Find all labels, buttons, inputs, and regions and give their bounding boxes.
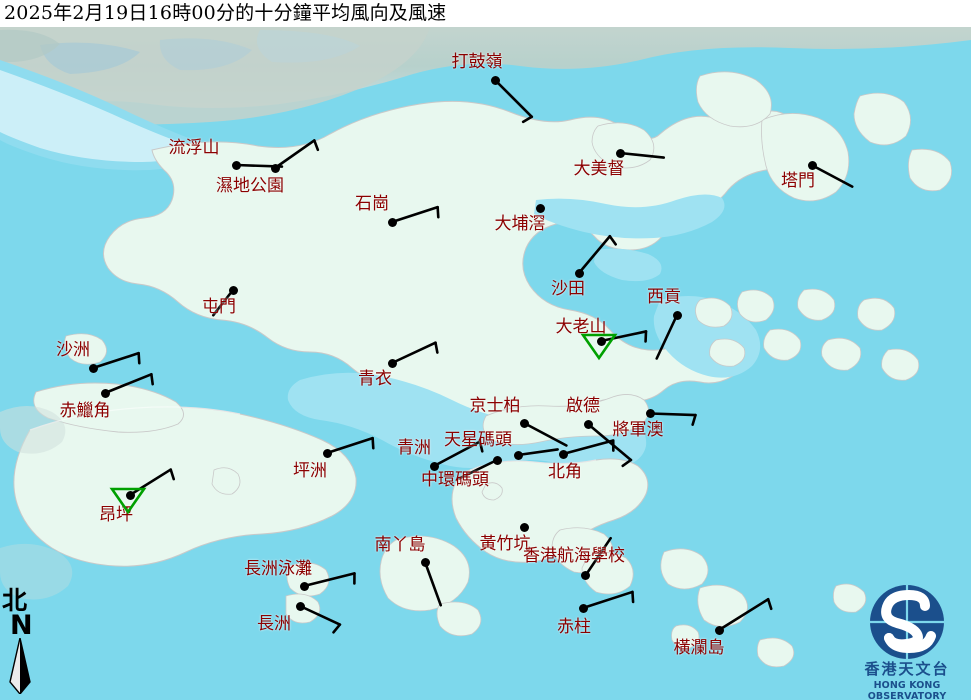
station-label: 石崗 bbox=[355, 194, 389, 214]
station-marker-dot[interactable] bbox=[578, 603, 588, 613]
station-marker-dot[interactable] bbox=[270, 163, 280, 173]
station-label: 打鼓嶺 bbox=[451, 52, 503, 72]
station-label: 京士柏 bbox=[469, 396, 521, 416]
station-label: 大美督 bbox=[573, 159, 625, 179]
station-marker-dot[interactable] bbox=[672, 310, 682, 320]
station-label: 沙田 bbox=[551, 279, 585, 299]
station-marker-dot[interactable] bbox=[596, 336, 606, 346]
small-islands bbox=[64, 333, 867, 668]
station-label: 昂坪 bbox=[99, 505, 133, 525]
station-marker-dot[interactable] bbox=[807, 160, 817, 170]
station-label: 沙洲 bbox=[56, 340, 90, 360]
station-label: 濕地公園 bbox=[216, 176, 284, 196]
station-marker-dot[interactable] bbox=[714, 625, 724, 635]
station-label: 大埔滘 bbox=[494, 214, 546, 234]
station-marker-dot[interactable] bbox=[322, 448, 332, 458]
hko-english-name: HONG KONG OBSERVATORY bbox=[867, 680, 947, 700]
station-marker-dot[interactable] bbox=[558, 449, 568, 459]
station-label: 將軍澳 bbox=[612, 420, 664, 440]
station-marker-dot[interactable] bbox=[535, 203, 545, 213]
station-label: 啟德 bbox=[566, 396, 600, 416]
station-label: 西貢 bbox=[647, 287, 681, 307]
station-label: 赤柱 bbox=[557, 617, 591, 637]
hko-logo: 香港天文台 HONG KONG OBSERVATORY bbox=[843, 584, 971, 700]
station-marker-dot[interactable] bbox=[519, 522, 529, 532]
station-marker-dot[interactable] bbox=[492, 455, 502, 465]
compass-rose: 北 N bbox=[2, 588, 62, 696]
station-marker-dot[interactable] bbox=[615, 148, 625, 158]
station-label: 北角 bbox=[548, 462, 582, 482]
station-marker-dot[interactable] bbox=[580, 570, 590, 580]
station-label: 塔門 bbox=[781, 171, 815, 191]
station-marker-dot[interactable] bbox=[387, 358, 397, 368]
station-marker-dot[interactable] bbox=[295, 601, 305, 611]
station-marker-dot[interactable] bbox=[125, 490, 135, 500]
sai-kung-islands bbox=[695, 288, 920, 381]
station-label: 赤鱲角 bbox=[59, 401, 111, 421]
station-marker-dot[interactable] bbox=[513, 450, 523, 460]
compass-chinese-label: 北 bbox=[2, 586, 28, 615]
station-marker-dot[interactable] bbox=[645, 408, 655, 418]
page-title: 2025年2月19日16時00分的十分鐘平均風向及風速 bbox=[4, 2, 447, 24]
station-marker-dot[interactable] bbox=[387, 217, 397, 227]
station-marker-dot[interactable] bbox=[88, 363, 98, 373]
station-label: 坪洲 bbox=[293, 461, 327, 481]
station-marker-dot[interactable] bbox=[420, 557, 430, 567]
station-label: 天星碼頭 bbox=[444, 430, 512, 450]
station-marker-dot[interactable] bbox=[574, 268, 584, 278]
mainland-satellite-strip bbox=[0, 27, 971, 125]
station-marker-dot[interactable] bbox=[299, 581, 309, 591]
station-label: 流浮山 bbox=[168, 138, 220, 158]
station-marker-dot[interactable] bbox=[490, 75, 500, 85]
station-label: 青洲 bbox=[397, 438, 431, 458]
compass-english-label: N bbox=[10, 610, 33, 641]
station-label: 屯門 bbox=[202, 297, 236, 317]
station-label: 橫瀾島 bbox=[673, 638, 725, 658]
hko-swirl-logo-icon bbox=[870, 585, 944, 659]
station-marker-dot[interactable] bbox=[100, 388, 110, 398]
station-label: 長洲 bbox=[257, 614, 291, 634]
station-label: 青衣 bbox=[358, 369, 392, 389]
sw-coastal-haze bbox=[0, 406, 66, 454]
station-label: 香港航海學校 bbox=[523, 546, 625, 566]
station-marker-dot[interactable] bbox=[519, 418, 529, 428]
station-label: 長洲泳灘 bbox=[244, 559, 312, 579]
station-marker-dot[interactable] bbox=[231, 160, 241, 170]
station-label: 黃竹坑 bbox=[479, 534, 531, 554]
station-label: 南丫島 bbox=[374, 535, 426, 555]
tolo-harbour bbox=[534, 194, 725, 239]
north-arrow-icon bbox=[9, 638, 31, 694]
station-label: 中環碼頭 bbox=[421, 470, 489, 490]
hko-chinese-name: 香港天文台 bbox=[864, 660, 950, 678]
station-marker-dot[interactable] bbox=[583, 419, 593, 429]
station-marker-dot[interactable] bbox=[228, 285, 238, 295]
title-bar: 2025年2月19日16時00分的十分鐘平均風向及風速 bbox=[0, 0, 971, 27]
station-label: 大老山 bbox=[555, 317, 607, 337]
